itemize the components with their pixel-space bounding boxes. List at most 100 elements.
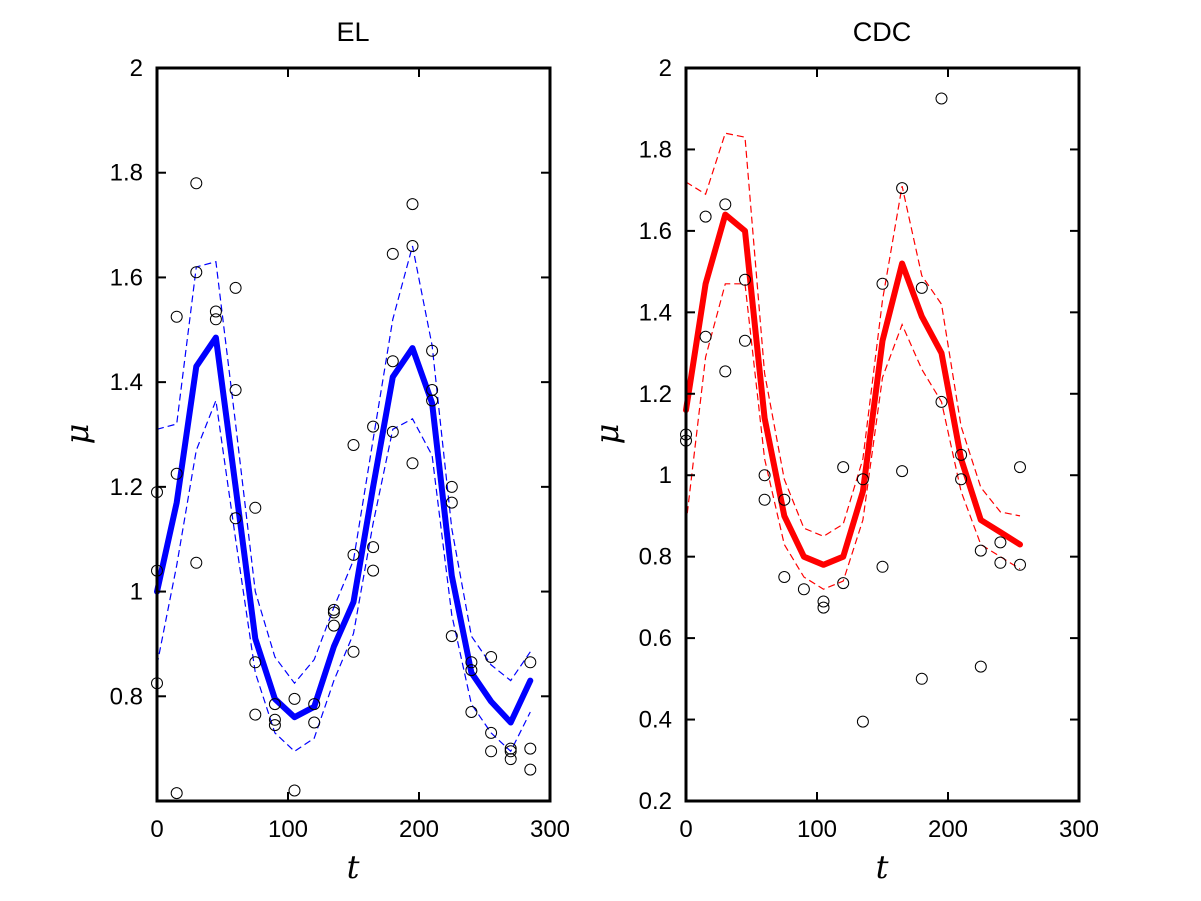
data-point	[504, 753, 517, 766]
chart-panel-el: EL 0 100 200 300 0.8 1 1.2 1.4 1.6 1.8 2 t μ	[58, 17, 570, 886]
y-tick-label: 1.4	[110, 369, 143, 396]
data-point	[288, 692, 301, 705]
series-layer	[151, 177, 537, 800]
data-point	[485, 726, 498, 739]
data-point	[896, 182, 909, 195]
data-point	[347, 439, 360, 451]
y-tick-label: 2	[130, 55, 143, 82]
data-point	[288, 784, 301, 797]
data-point	[367, 420, 380, 433]
data-point	[758, 493, 771, 506]
data-point	[406, 457, 419, 470]
data-point	[327, 606, 340, 619]
data-point	[249, 501, 262, 514]
y-tick-label: 1.8	[639, 136, 672, 163]
data-point	[327, 603, 340, 616]
y-tick-label: 1.8	[110, 160, 143, 187]
data-point	[249, 656, 262, 669]
data-point	[719, 198, 732, 211]
data-point	[485, 651, 498, 663]
data-point	[249, 708, 262, 721]
lower-bound-line	[156, 398, 531, 753]
data-point	[915, 672, 928, 685]
data-point	[1014, 461, 1026, 474]
plot-frame	[684, 66, 1081, 803]
data-point	[367, 564, 380, 577]
data-point	[856, 473, 869, 486]
data-point	[955, 448, 968, 461]
data-point	[327, 619, 340, 632]
data-point	[524, 742, 537, 755]
data-point	[268, 713, 281, 726]
x-axis-label: t	[876, 848, 889, 886]
data-point	[719, 365, 732, 378]
data-point	[308, 716, 321, 729]
data-point	[229, 281, 242, 294]
x-tick-label: 100	[797, 816, 837, 843]
data-point	[485, 745, 498, 758]
y-axis-label: μ	[588, 424, 626, 445]
data-point	[974, 544, 987, 557]
data-point	[465, 706, 478, 718]
data-point	[778, 571, 791, 583]
y-tick-label: 1	[130, 579, 143, 606]
tick-layer: 0 100 200 300 0.2 0.4 0.6 0.8 1 1.2 1.4 1.6 1.8 2	[639, 55, 1099, 843]
y-axis-label: μ	[58, 424, 96, 445]
data-point	[406, 198, 419, 211]
data-point	[190, 266, 203, 279]
data-point	[504, 745, 517, 758]
x-tick-label: 200	[399, 816, 439, 843]
data-point	[778, 493, 791, 506]
y-tick-label: 2	[659, 55, 672, 82]
data-point	[465, 664, 478, 677]
data-point	[170, 467, 183, 480]
chart-panel-cdc: CDC 0 100 200 300 0.2 0.4 0.6 0.8 1 1.2 1.4 1.6 1.8 2…	[588, 17, 1099, 886]
data-point	[190, 177, 203, 190]
data-point	[896, 465, 909, 478]
data-point	[876, 277, 889, 290]
data-point	[386, 425, 399, 438]
data-point	[308, 698, 321, 711]
data-point	[426, 394, 439, 407]
y-tick-label: 1.4	[639, 299, 672, 326]
y-tick-label: 1	[659, 462, 672, 489]
data-point	[229, 384, 242, 396]
data-point	[386, 247, 399, 260]
data-point	[170, 787, 183, 800]
data-point	[876, 560, 889, 573]
data-point	[994, 556, 1007, 569]
data-point	[367, 541, 380, 554]
data-point	[209, 313, 222, 326]
y-tick-label: 1.6	[639, 218, 672, 245]
x-tick-label: 300	[1059, 816, 1099, 843]
data-point	[524, 763, 537, 776]
data-point	[170, 310, 183, 323]
lower-bound-line	[685, 283, 1021, 590]
data-point	[994, 536, 1007, 549]
plot-area	[686, 68, 1079, 801]
x-tick-label: 100	[268, 816, 308, 843]
y-tick-label: 1.6	[110, 264, 143, 291]
data-point	[445, 630, 458, 643]
data-point	[445, 480, 458, 493]
data-point	[935, 92, 948, 105]
data-point	[347, 548, 360, 561]
y-tick-label: 0.6	[639, 625, 672, 652]
mean-line	[683, 211, 1023, 568]
x-tick-label: 300	[530, 816, 570, 843]
data-point	[209, 305, 222, 318]
data-point	[739, 273, 751, 286]
data-point	[974, 660, 987, 673]
y-tick-label: 0.8	[639, 544, 672, 571]
plot-frame	[155, 66, 552, 803]
data-point	[797, 583, 810, 596]
data-point	[758, 469, 771, 482]
data-point	[465, 656, 478, 669]
data-point	[837, 461, 850, 474]
data-point	[915, 281, 928, 294]
x-axis-label: t	[347, 848, 360, 886]
plot-area	[157, 68, 550, 801]
mean-line	[154, 334, 534, 726]
y-tick-label: 0.2	[639, 788, 672, 815]
